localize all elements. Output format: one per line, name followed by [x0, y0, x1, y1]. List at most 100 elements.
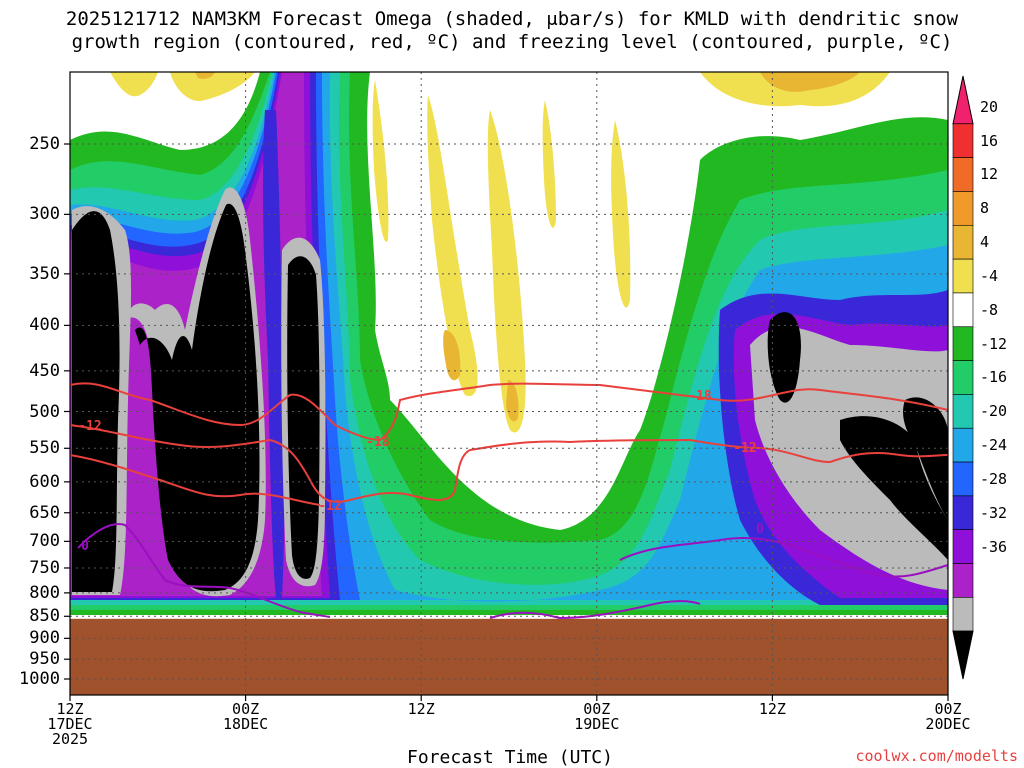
omega-yellow-2 — [170, 72, 255, 101]
colorbar-swatch — [952, 123, 974, 158]
x-tick-label-line1: 12Z — [407, 700, 435, 718]
colorbar-swatch — [952, 258, 974, 294]
dgz-contours — [69, 382, 949, 506]
colorbar-swatch — [952, 563, 974, 598]
colorbar-swatch — [952, 394, 974, 429]
axis-ticks — [64, 143, 949, 701]
freezing-contour-east — [619, 536, 949, 578]
contour-labels: -12 -18 -12 -18 -12 0 0 — [78, 389, 764, 554]
y-tick-label: 850 — [29, 606, 60, 627]
omega-black-column-1 — [72, 211, 120, 592]
omega-yellow-4 — [427, 95, 478, 397]
y-tick-label: 900 — [29, 628, 60, 649]
colorbar-swatch — [952, 191, 974, 226]
omega-black-east-1 — [767, 312, 801, 403]
omega-shading — [70, 72, 948, 615]
plot-area: -12 -18 -12 -18 -12 0 0 — [64, 71, 949, 701]
freezing-contour-label: 0 — [81, 539, 89, 554]
x-tick-label-line1: 00Z — [583, 700, 611, 718]
y-tick-label: 300 — [29, 204, 60, 225]
colorbar-label: -28 — [980, 469, 1008, 488]
dgz-contour-label: -18 — [688, 389, 712, 404]
y-tick-label: 500 — [29, 401, 60, 422]
colorbar-label: 20 — [980, 97, 999, 116]
colorbar — [952, 75, 974, 680]
omega-yellow-5 — [487, 110, 526, 433]
y-tick-label: 950 — [29, 649, 60, 670]
colorbar-swatch — [952, 224, 974, 260]
below-ground-terrain — [70, 618, 948, 695]
colorbar-swatch — [952, 360, 974, 395]
omega-orange-4 — [760, 72, 860, 92]
omega-black-column-2 — [135, 203, 260, 592]
grid-lines — [69, 72, 949, 695]
colorbar-label: 12 — [980, 165, 999, 184]
colorbar-swatch — [952, 427, 974, 463]
dgz-contour-label: -12 — [733, 441, 756, 456]
omega-grey-east — [750, 326, 948, 590]
colorbar-label: -12 — [980, 334, 1008, 353]
freezing-contour-west — [77, 523, 331, 618]
y-tick-label: 1000 — [19, 669, 60, 689]
freezing-level-contours — [77, 523, 949, 620]
colorbar-swatch — [952, 495, 974, 531]
omega-orange-1 — [195, 72, 215, 79]
colorbar-label: 8 — [980, 199, 990, 218]
colorbar-label: -16 — [980, 368, 1008, 387]
colorbar-label: -8 — [980, 300, 999, 319]
dgz-contour-minus12-b — [69, 454, 321, 506]
x-tick-label-line2: 19DEC — [574, 715, 620, 733]
x-axis-title: Forecast Time (UTC) — [407, 747, 613, 768]
colorbar-swatch — [952, 326, 974, 361]
colorbar-arrow-bottom — [952, 630, 974, 680]
chart-title-line-2: growth region (contoured, red, ºC) and f… — [71, 31, 953, 53]
omega-yellow-6 — [542, 100, 556, 228]
x-tick-label-line1: 00Z — [934, 700, 962, 718]
colorbar-label: 4 — [980, 233, 990, 252]
colorbar-swatch — [952, 529, 974, 564]
colorbar-label: -32 — [980, 503, 1008, 522]
y-tick-label: 250 — [29, 134, 60, 154]
y-tick-label: 600 — [29, 471, 60, 492]
x-tick-label-line2: 20DEC — [925, 715, 971, 733]
colorbar-arrow-top — [952, 75, 974, 125]
plot-frame — [69, 71, 949, 696]
omega-black-east-2 — [840, 416, 948, 560]
x-tick-label-line2: 17DEC — [47, 715, 93, 733]
dgz-contour-minus18 — [69, 382, 949, 442]
dgz-contour-label: -18 — [366, 435, 390, 450]
y-tick-label: 800 — [29, 582, 60, 603]
colorbar-swatch — [952, 292, 974, 328]
omega-yellow-7 — [611, 120, 631, 308]
x-tick-label-line2: 18DEC — [223, 715, 269, 733]
omega-black-column-3 — [287, 256, 320, 579]
colorbar-swatch — [952, 461, 974, 497]
colorbar-label: -24 — [980, 436, 1008, 455]
y-tick-label: 400 — [29, 315, 60, 336]
colorbar-label: -4 — [980, 266, 999, 285]
dgz-contour-minus12-a — [69, 424, 949, 503]
y-tick-label: 650 — [29, 502, 60, 523]
y-tick-label: 700 — [29, 531, 60, 552]
colorbar-label: -36 — [980, 537, 1008, 556]
y-tick-label: 350 — [29, 263, 60, 284]
colorbar-swatch — [952, 157, 974, 192]
omega-gap-west — [263, 110, 285, 598]
x-tick-label-line1: 12Z — [56, 700, 84, 718]
colorbar-label: 16 — [980, 131, 999, 150]
dgz-contour-label: -12 — [78, 419, 101, 434]
x-tick-label-line1: 00Z — [232, 700, 260, 718]
freezing-contour-mid — [489, 600, 701, 620]
colorbar-label: -20 — [980, 402, 1008, 421]
x-tick-label-line3: 2025 — [51, 730, 89, 748]
omega-orange-2 — [443, 330, 461, 381]
y-tick-label: 750 — [29, 557, 60, 578]
omega-black-east-3 — [903, 397, 948, 520]
omega-yellow-3 — [372, 80, 389, 242]
chart-title-line-1: 2025121712 NAM3KM Forecast Omega (shaded… — [65, 8, 959, 30]
site-credit: coolwx.com/modelts — [855, 747, 1018, 765]
dgz-contour-label: -12 — [318, 499, 341, 514]
freezing-contour-label: 0 — [756, 522, 764, 537]
x-tick-label-line1: 12Z — [758, 700, 786, 718]
